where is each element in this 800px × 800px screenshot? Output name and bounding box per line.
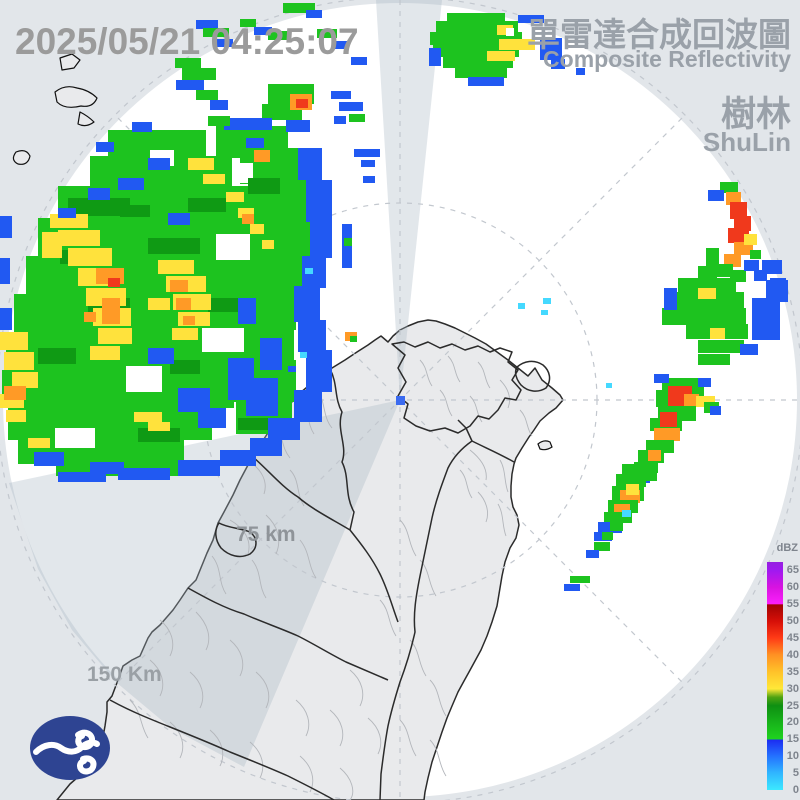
county-borders	[109, 341, 551, 800]
legend-tick-25: 25	[786, 699, 799, 712]
legend-tick-5: 5	[792, 767, 799, 780]
legend-tick-35: 35	[786, 665, 799, 678]
blocked-wedge-north	[376, 0, 442, 400]
legend-tick-30: 30	[786, 682, 799, 695]
cwb-logo	[30, 716, 110, 780]
legend-tick-45: 45	[786, 632, 799, 644]
legend-tick-50: 50	[786, 615, 799, 628]
legend-color-bar	[767, 562, 783, 790]
legend-title: dBZ	[776, 542, 798, 554]
blocked-sectors	[9, 0, 442, 767]
echo-layer	[0, 3, 788, 591]
legend-tick-40: 40	[786, 648, 799, 661]
legend-tick-10: 10	[786, 750, 799, 763]
legend-tick-65: 65	[786, 564, 799, 577]
legend-tick-55: 55	[786, 598, 799, 611]
dbz-legend: dBZ 65 60 55 50 45 40 35 30 25 20 15 10 5 0	[764, 542, 800, 798]
radar-site-marker	[396, 396, 405, 405]
legend-tick-0: 0	[792, 784, 799, 796]
legend-tick-20: 20	[786, 716, 799, 729]
legend-tick-60: 60	[786, 581, 799, 594]
logo-swirl-icon	[33, 729, 100, 775]
blocked-wedge-southwest	[9, 400, 400, 767]
legend-tick-15: 15	[786, 733, 799, 746]
taiwan-landmass	[56, 319, 564, 800]
guishan-island	[537, 440, 553, 451]
